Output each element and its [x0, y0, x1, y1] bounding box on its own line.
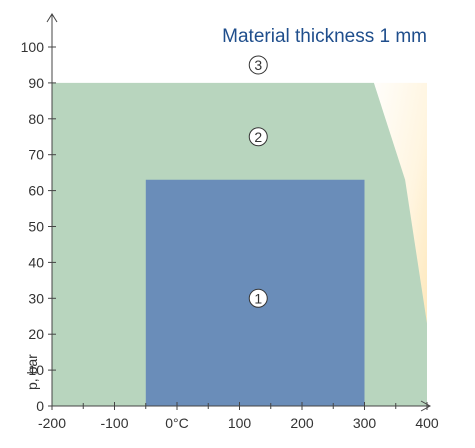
- y-tick-label: 90: [28, 75, 44, 91]
- x-tick-label: 400: [415, 415, 439, 431]
- y-tick-label: 10: [28, 362, 44, 378]
- region-label-circle: [248, 55, 268, 75]
- x-tick-label: 0°C: [165, 415, 189, 431]
- chart-title: Material thickness 1 mm: [222, 26, 427, 47]
- region-label-1: 1: [248, 288, 268, 308]
- y-tick-label: 20: [28, 326, 44, 342]
- region-label-circle: [248, 288, 268, 308]
- y-axis-arrow-icon: [46, 13, 58, 23]
- y-tick-label: 50: [28, 219, 44, 235]
- x-tick-label: -100: [100, 415, 128, 431]
- region-label-2: 2: [248, 127, 268, 147]
- y-tick-label: 30: [28, 290, 44, 306]
- x-tick-label: 300: [353, 415, 377, 431]
- y-tick-label: 0: [36, 398, 44, 414]
- region-label-text: 3: [254, 57, 262, 73]
- x-tick-label: 200: [290, 415, 314, 431]
- region-label-3: 3: [248, 55, 268, 75]
- y-tick-label: 80: [28, 111, 44, 127]
- y-axis-title: p, bar: [24, 354, 40, 390]
- x-tick-label: 100: [228, 415, 252, 431]
- region-label-text: 2: [254, 129, 262, 145]
- region-label-circle: [248, 127, 268, 147]
- y-tick-label: 100: [21, 39, 45, 55]
- x-axis-arrow-icon: [420, 400, 432, 412]
- y-tick-label: 60: [28, 183, 44, 199]
- region-label-text: 1: [254, 290, 262, 306]
- y-tick-label: 70: [28, 147, 44, 163]
- y-tick-label: 40: [28, 254, 44, 270]
- x-tick-label: -200: [38, 415, 66, 431]
